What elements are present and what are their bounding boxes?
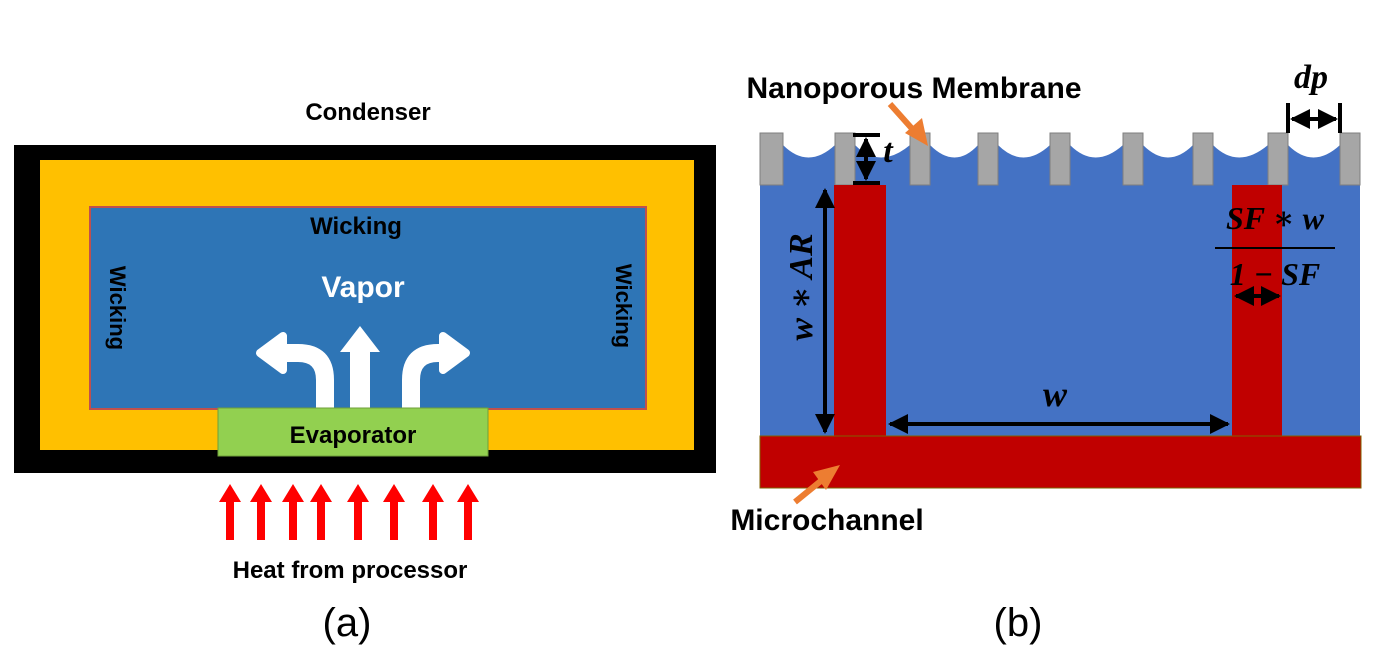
membrane-pillar: [759, 132, 784, 186]
microchannel-base: [759, 435, 1362, 489]
membrane-pillar: [1049, 132, 1071, 186]
vapor-arrow-left: [256, 332, 334, 412]
caption-b: (b): [994, 601, 1043, 645]
heat-arrow: [383, 484, 405, 540]
dim-w-ar-label: w ∗ AR: [783, 233, 820, 340]
evaporator-block: [217, 407, 489, 457]
vapor-arrows: [256, 326, 470, 412]
heat-arrow: [457, 484, 479, 540]
channel-wall-left: [834, 185, 886, 437]
heat-arrows: [219, 484, 479, 540]
dim-dp-label: dp: [1294, 59, 1328, 96]
wicking-right-label: Wicking: [611, 264, 636, 348]
membrane-pillar: [1192, 132, 1214, 186]
sf-denominator: 1 − SF: [1230, 256, 1321, 292]
heat-arrow: [250, 484, 272, 540]
dim-w-label: w: [1043, 374, 1068, 414]
microchannel-label: Microchannel: [730, 504, 923, 537]
channel-wall-right: [1232, 185, 1282, 437]
condenser-label: Condenser: [305, 99, 430, 126]
heat-arrow: [282, 484, 304, 540]
heat-label: Heat from processor: [233, 557, 468, 584]
membrane-pillar: [1267, 132, 1289, 186]
membrane-pillar: [1122, 132, 1144, 186]
vapor-arrow-up: [340, 326, 380, 408]
membrane-pillars: [759, 132, 1361, 186]
membrane-pillar: [834, 132, 856, 186]
vapor-label: Vapor: [321, 271, 405, 304]
heat-arrow: [347, 484, 369, 540]
fluid-region: [760, 145, 1360, 438]
evaporator-label: Evaporator: [290, 422, 417, 449]
membrane-pointer-arrow: [887, 102, 928, 146]
dim-t-label: t: [883, 133, 894, 170]
membrane-pillar: [977, 132, 999, 186]
panel-a: Condenser Wicking Wicking Wicking Vapor …: [14, 99, 716, 645]
wicking-left-label: Wicking: [105, 266, 130, 350]
membrane-label: Nanoporous Membrane: [746, 72, 1081, 105]
heat-arrow: [310, 484, 332, 540]
panel-b: Nanoporous Membrane Microchannel dp t w …: [730, 59, 1362, 645]
sf-numerator: SF ∗ w: [1226, 200, 1325, 236]
wicking-top-label: Wicking: [310, 213, 402, 240]
heat-arrow: [422, 484, 444, 540]
membrane-pillar: [1339, 132, 1361, 186]
heat-arrow: [219, 484, 241, 540]
caption-a: (a): [323, 601, 372, 645]
vapor-arrow-right: [402, 332, 470, 412]
microchannel-pointer-arrow: [793, 465, 840, 505]
